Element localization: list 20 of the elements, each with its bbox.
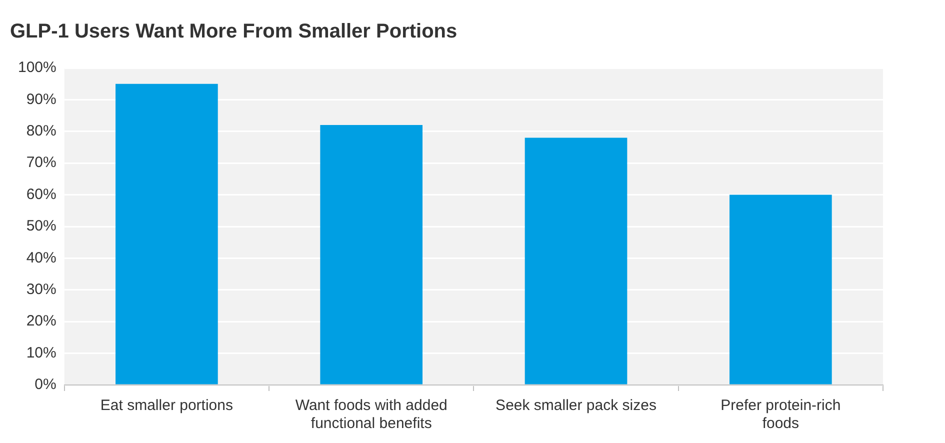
bar (116, 84, 218, 384)
x-tick-label: Want foods with added functional benefits (295, 397, 448, 432)
bar (524, 138, 628, 384)
y-tick-label: 60% (26, 186, 56, 203)
y-tick-label: 70% (26, 154, 56, 172)
y-tick-label: 100% (18, 59, 56, 76)
y-tick-label: 10% (26, 344, 56, 362)
y-tick-label: 90% (26, 90, 56, 108)
x-tick-label: Seek smaller pack sizes (496, 397, 656, 414)
x-tick-label: Prefer protein-rich foods (720, 397, 841, 432)
bar (730, 194, 832, 384)
y-tick-label: 0% (34, 376, 56, 394)
y-tick-label: 40% (26, 249, 56, 266)
x-tick-label: Eat smaller portions (100, 397, 233, 414)
bar (320, 125, 423, 384)
chart-title: GLP-1 Users Want More From Smaller Portions (10, 20, 458, 43)
y-tick-label: 50% (26, 218, 56, 235)
y-tick-label: 30% (26, 281, 56, 298)
y-tick-label: 80% (26, 122, 56, 140)
y-tick-label: 20% (26, 312, 56, 330)
